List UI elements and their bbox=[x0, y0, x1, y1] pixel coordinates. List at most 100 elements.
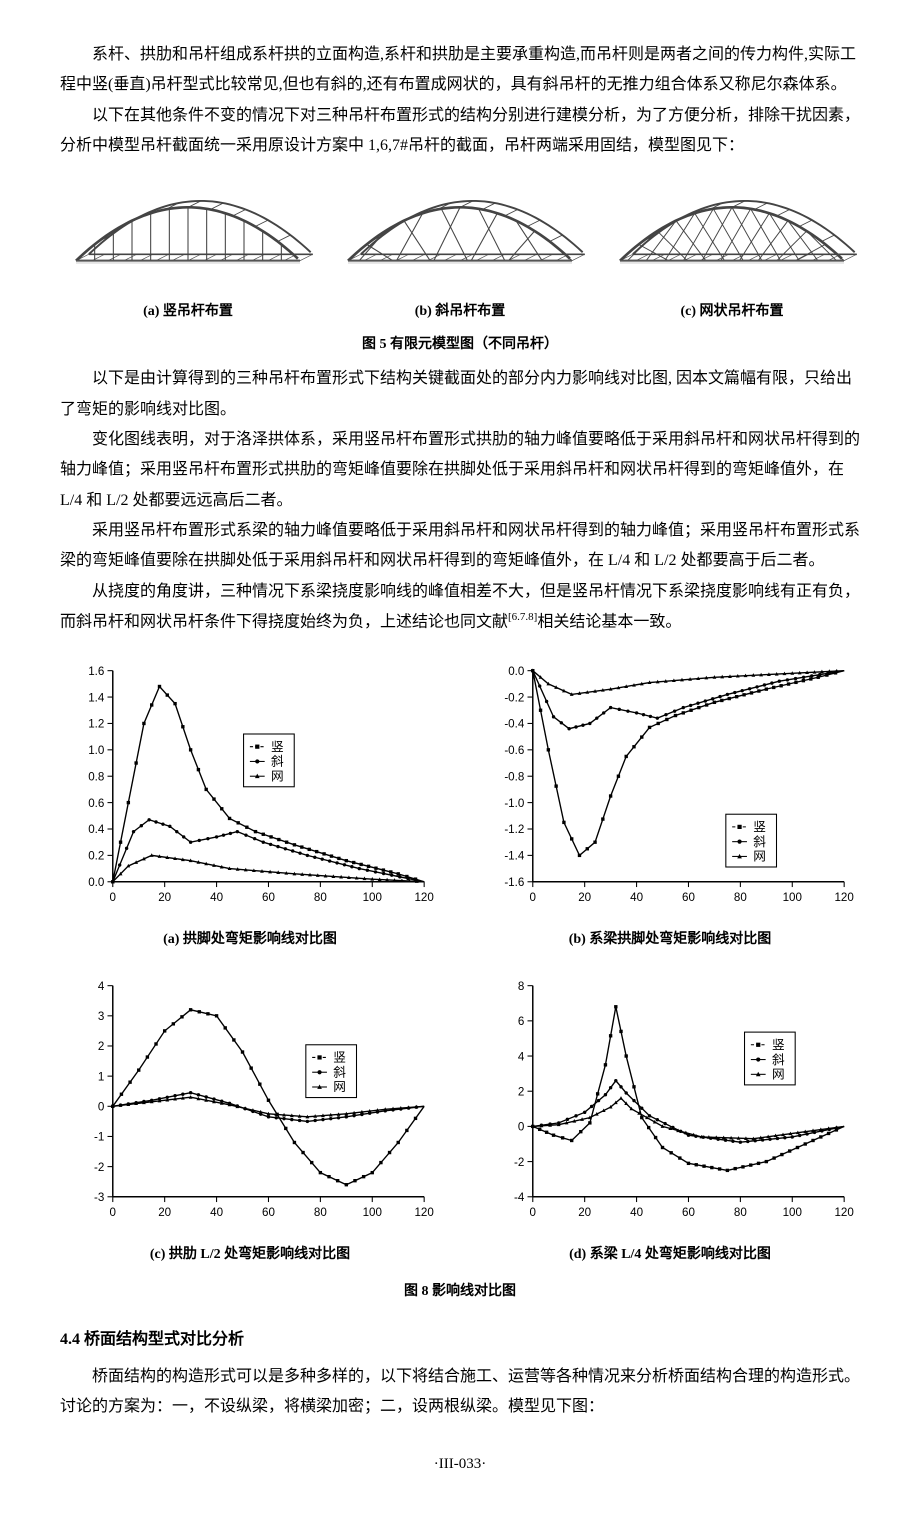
svg-text:网: 网 bbox=[753, 850, 766, 864]
svg-text:1.0: 1.0 bbox=[88, 744, 104, 757]
model-b: (b) 斜吊杆布置 bbox=[332, 186, 588, 326]
para-6b: 相关结论基本一致。 bbox=[537, 614, 681, 631]
svg-text:20: 20 bbox=[158, 891, 171, 904]
svg-text:-3: -3 bbox=[94, 1191, 104, 1204]
svg-text:斜: 斜 bbox=[333, 1066, 346, 1080]
model-b-caption: (b) 斜吊杆布置 bbox=[332, 299, 588, 326]
chart-a-caption: (a) 拱脚处弯矩影响线对比图 bbox=[60, 927, 440, 954]
svg-text:-1.0: -1.0 bbox=[504, 797, 524, 810]
model-a: (a) 竖吊杆布置 bbox=[60, 186, 316, 326]
svg-text:3: 3 bbox=[98, 1010, 104, 1023]
svg-text:网: 网 bbox=[333, 1081, 346, 1095]
svg-text:40: 40 bbox=[210, 891, 223, 904]
svg-text:40: 40 bbox=[630, 891, 643, 904]
model-b-svg bbox=[332, 186, 588, 282]
svg-text:4: 4 bbox=[518, 1051, 525, 1064]
svg-text:-1.2: -1.2 bbox=[504, 823, 524, 836]
svg-text:60: 60 bbox=[262, 1206, 275, 1219]
svg-text:120: 120 bbox=[834, 891, 853, 904]
svg-text:40: 40 bbox=[210, 1206, 223, 1219]
svg-text:0: 0 bbox=[110, 891, 116, 904]
chart-a: 0.0 0.2 0.4 0.6 0.8 1.0 1.2 1.4 1.6 0 20 40 60 80 100 1… bbox=[60, 658, 440, 953]
svg-text:0.8: 0.8 bbox=[88, 770, 104, 783]
svg-text:-0.8: -0.8 bbox=[504, 770, 524, 783]
svg-text:4: 4 bbox=[98, 980, 105, 993]
para-7: 桥面结构的构造形式可以是多种多样的，以下将结合施工、运营等各种情况来分析桥面结构… bbox=[60, 1362, 860, 1423]
svg-text:60: 60 bbox=[682, 891, 695, 904]
svg-text:0: 0 bbox=[98, 1101, 104, 1114]
svg-text:斜: 斜 bbox=[753, 835, 766, 849]
svg-text:-2: -2 bbox=[94, 1161, 104, 1174]
svg-text:竖: 竖 bbox=[753, 820, 766, 834]
chart-b-svg: -1.6 -1.4 -1.2 -1.0 -0.8 -0.6 -0.4 -0.2 0.0 0 20 40… bbox=[480, 658, 860, 911]
figure5-row: (a) 竖吊杆布置 (b) 斜吊杆布置 (c) 网状吊杆布置 bbox=[60, 186, 860, 326]
svg-text:-1.4: -1.4 bbox=[504, 850, 525, 863]
svg-text:竖: 竖 bbox=[772, 1038, 785, 1052]
svg-text:-2: -2 bbox=[514, 1156, 524, 1169]
svg-text:1: 1 bbox=[98, 1071, 104, 1084]
svg-text:2: 2 bbox=[518, 1086, 524, 1099]
section-4-4-heading: 4.4 桥面结构型式对比分析 bbox=[60, 1325, 860, 1355]
svg-text:1.6: 1.6 bbox=[88, 665, 104, 678]
chart-d-svg: -4-202468020406080100120竖斜网 bbox=[480, 973, 860, 1226]
para-3: 以下是由计算得到的三种吊杆布置形式下结构关键截面处的部分内力影响线对比图, 因本… bbox=[60, 364, 860, 425]
svg-text:60: 60 bbox=[682, 1206, 695, 1219]
model-a-svg bbox=[60, 186, 316, 282]
svg-text:0.2: 0.2 bbox=[88, 850, 104, 863]
para-2: 以下在其他条件不变的情况下对三种吊杆布置形式的结构分别进行建模分析，为了方便分析… bbox=[60, 101, 860, 162]
svg-text:20: 20 bbox=[158, 1206, 171, 1219]
svg-text:0: 0 bbox=[530, 891, 536, 904]
svg-text:0: 0 bbox=[530, 1206, 536, 1219]
svg-text:斜: 斜 bbox=[772, 1053, 785, 1067]
figure5-caption: 图 5 有限元模型图（不同吊杆） bbox=[60, 332, 860, 359]
chart-a-svg: 0.0 0.2 0.4 0.6 0.8 1.0 1.2 1.4 1.6 0 20 40 60 80 100 1… bbox=[60, 658, 440, 911]
svg-text:80: 80 bbox=[314, 891, 327, 904]
svg-text:斜: 斜 bbox=[271, 755, 284, 769]
figure8-caption: 图 8 影响线对比图 bbox=[60, 1279, 860, 1306]
model-c-caption: (c) 网状吊杆布置 bbox=[604, 299, 860, 326]
para-5: 采用竖吊杆布置形式系梁的轴力峰值要略低于采用斜吊杆和网状吊杆得到的轴力峰值；采用… bbox=[60, 516, 860, 577]
svg-text:网: 网 bbox=[271, 769, 284, 783]
chart-c: -3-2-101234020406080100120竖斜网 (c) 拱肋 L/2… bbox=[60, 973, 440, 1268]
svg-text:8: 8 bbox=[518, 980, 524, 993]
svg-text:80: 80 bbox=[314, 1206, 327, 1219]
chart-c-caption: (c) 拱肋 L/2 处弯矩影响线对比图 bbox=[60, 1242, 440, 1269]
svg-text:80: 80 bbox=[734, 891, 747, 904]
svg-text:0.0: 0.0 bbox=[88, 876, 104, 889]
svg-text:0.4: 0.4 bbox=[88, 823, 105, 836]
svg-text:-1: -1 bbox=[94, 1131, 104, 1144]
svg-text:40: 40 bbox=[630, 1206, 643, 1219]
svg-text:竖: 竖 bbox=[271, 740, 284, 754]
svg-text:0: 0 bbox=[518, 1121, 524, 1134]
svg-text:20: 20 bbox=[578, 1206, 591, 1219]
chart-b: -1.6 -1.4 -1.2 -1.0 -0.8 -0.6 -0.4 -0.2 0.0 0 20 40… bbox=[480, 658, 860, 953]
svg-text:6: 6 bbox=[518, 1015, 524, 1028]
figure8-grid: 0.00.20.40.60.81.01.21.41.60204060801001… bbox=[60, 658, 860, 1269]
svg-text:100: 100 bbox=[363, 1206, 382, 1219]
svg-text:-1.6: -1.6 bbox=[504, 876, 524, 889]
svg-text:60: 60 bbox=[262, 891, 275, 904]
model-a-caption: (a) 竖吊杆布置 bbox=[60, 299, 316, 326]
svg-text:0.0: 0.0 bbox=[508, 665, 524, 678]
svg-text:-0.6: -0.6 bbox=[504, 744, 524, 757]
para-1: 系杆、拱肋和吊杆组成系杆拱的立面构造,系杆和拱肋是主要承重构造,而吊杆则是两者之… bbox=[60, 40, 860, 101]
svg-text:1.4: 1.4 bbox=[88, 691, 105, 704]
svg-text:-0.4: -0.4 bbox=[504, 718, 525, 731]
svg-text:20: 20 bbox=[578, 891, 591, 904]
svg-text:1.2: 1.2 bbox=[88, 718, 104, 731]
model-c-svg bbox=[604, 186, 860, 282]
svg-text:100: 100 bbox=[783, 1206, 802, 1219]
para-6a: 从挠度的角度讲，三种情况下系梁挠度影响线的峰值相差不大，但是竖吊杆情况下系梁挠度… bbox=[60, 583, 860, 631]
svg-text:100: 100 bbox=[363, 891, 382, 904]
svg-text:120: 120 bbox=[414, 1206, 433, 1219]
svg-text:0.6: 0.6 bbox=[88, 797, 104, 810]
svg-text:竖: 竖 bbox=[333, 1051, 346, 1065]
svg-text:120: 120 bbox=[414, 891, 433, 904]
svg-text:-0.2: -0.2 bbox=[504, 691, 524, 704]
para-6: 从挠度的角度讲，三种情况下系梁挠度影响线的峰值相差不大，但是竖吊杆情况下系梁挠度… bbox=[60, 577, 860, 638]
svg-text:2: 2 bbox=[98, 1041, 104, 1054]
para-4: 变化图线表明，对于洛泽拱体系，采用竖吊杆布置形式拱肋的轴力峰值要略低于采用斜吊杆… bbox=[60, 425, 860, 516]
svg-text:120: 120 bbox=[834, 1206, 853, 1219]
svg-text:0: 0 bbox=[110, 1206, 116, 1219]
chart-d: -4-202468020406080100120竖斜网 (d) 系梁 L/4 处… bbox=[480, 973, 860, 1268]
